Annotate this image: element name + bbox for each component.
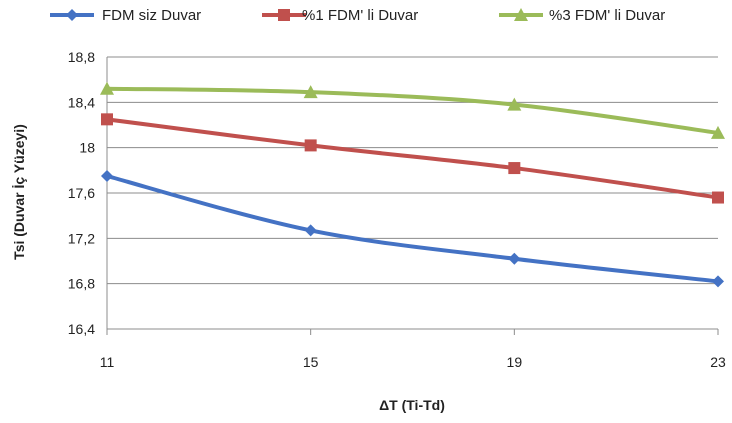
series-line [105,86,720,135]
y-tick-label: 17,6 [68,185,95,201]
legend-label: %3 FDM' li Duvar [549,7,665,24]
data-point [711,125,725,139]
x-tick-label: 19 [507,354,523,370]
legend-marker [278,9,290,21]
x-tick-label: 15 [303,354,319,370]
y-tick-label: 18,4 [68,94,95,110]
data-point [507,97,522,111]
y-tick-label: 16,4 [68,321,95,337]
series-2 [101,113,724,204]
y-tick-label: 16,8 [68,276,95,292]
legend-label: FDM siz Duvar [102,7,201,24]
x-tick-label: 11 [100,354,115,370]
x-tick-labels: 11 15 19 23 [100,354,726,370]
data-point [712,191,724,204]
x-tick-label: 23 [710,354,726,370]
legend: FDM siz Duvar %1 FDM' li Duvar %3 FDM' li … [50,7,665,24]
y-tick-label: 18 [79,140,95,156]
legend-marker [514,8,528,21]
data-point [101,113,113,126]
data-point [304,139,317,152]
series-line [105,117,720,200]
data-point [508,162,521,175]
series-line [105,174,720,284]
data-point [304,224,317,237]
y-tick-label: 18,8 [68,49,95,65]
legend-item-3: %3 FDM' li Duvar [499,7,665,24]
data-point [101,170,113,182]
legend-item-2: %1 FDM' li Duvar [262,7,418,24]
legend-marker [66,9,78,21]
data-point [508,252,521,265]
grid-lines [107,56,718,285]
x-axis-title: ΔT (Ti-Td) [379,397,445,413]
legend-label: %1 FDM' li Duvar [302,7,418,24]
y-tick-labels: 16,4 16,8 17,2 17,6 18 18,4 18,8 [68,49,95,337]
y-axis-title: Tsi (Duvar İç Yüzeyi) [11,124,27,260]
axes [106,57,719,335]
y-tick-label: 17,2 [68,230,95,246]
data-point [100,81,114,95]
series-group [100,81,725,288]
data-point [712,275,724,288]
series-1 [101,170,724,288]
series-3 [100,81,725,139]
legend-item-1: FDM siz Duvar [50,7,201,24]
data-point [303,85,318,99]
